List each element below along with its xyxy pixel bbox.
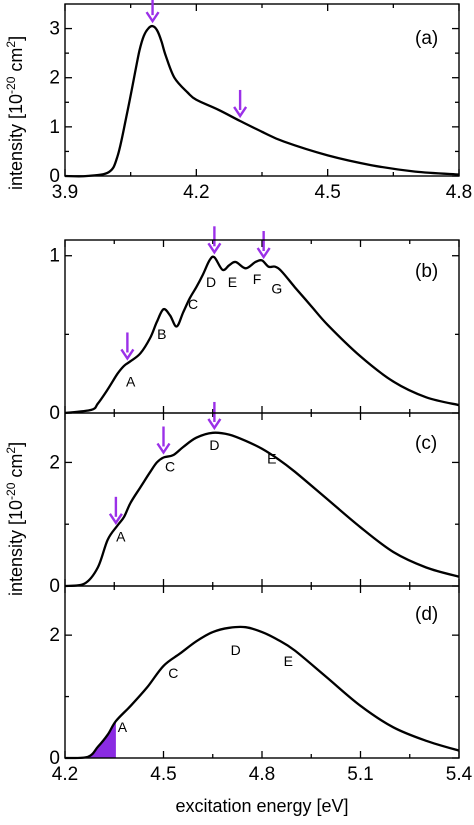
arrow-head	[120, 348, 135, 361]
peak-label-b: D	[206, 274, 216, 290]
peak-label-b: C	[188, 296, 198, 312]
y-axis-title-bottom: intensity [10-20 cm2]	[4, 442, 26, 596]
marks-c: A C D E	[64, 401, 460, 588]
x-tick-label-d: 5.1	[347, 764, 373, 785]
panel-a: 0 1 2 3 3.9 4.2 4.5 4.8 (a)	[49, 0, 472, 203]
arrow-marker-a	[233, 89, 248, 119]
peak-label-b: B	[157, 326, 166, 342]
arrow-head	[145, 11, 160, 24]
arrow-head	[156, 442, 171, 455]
x-tick-label-a: 4.8	[446, 182, 472, 203]
plot-frame-a	[64, 3, 460, 177]
plot-frame-bcd	[64, 239, 460, 759]
shaded-area-d	[65, 721, 116, 758]
marks-a	[64, 0, 460, 178]
peak-label-b: G	[271, 280, 282, 296]
y-tick-label-c: 0	[49, 576, 60, 597]
marks-b: A B CD E FG	[64, 226, 460, 415]
x-tick-label-a: 3.9	[52, 182, 78, 203]
arrow-marker-c	[108, 496, 123, 525]
peak-label-c: D	[209, 437, 219, 453]
arrow-marker-b	[256, 231, 271, 260]
y-axis-title-top: intensity [10-20 cm2]	[4, 36, 26, 190]
peak-label-d: D	[231, 642, 241, 658]
ticks-a: 0 1 2 3 3.9 4.2 4.5 4.8	[49, 4, 472, 203]
y-tick-label-d: 0	[49, 748, 60, 769]
x-tick-label-d: 4.2	[52, 764, 78, 785]
x-tick-label-d: 4.8	[249, 764, 275, 785]
arrow-marker-a	[145, 0, 160, 24]
y-tick-label-a: 1	[49, 117, 60, 138]
spectrum-line-c	[64, 431, 460, 588]
ticks-d: 0 2 4.2 4.5 4.8 5.1 5.4	[49, 586, 473, 785]
spectrum-line-d	[64, 625, 460, 760]
x-axis-title: excitation energy [eV]	[175, 796, 348, 816]
y-tick-label-a: 0	[49, 166, 60, 187]
panel-d: 0 2 4.2 4.5 4.8 5.1 5.4 A C D E (d)	[49, 586, 473, 785]
panel-label-d: (d)	[415, 604, 438, 625]
arrow-marker-b	[207, 226, 222, 255]
y-tick-label-a: 2	[49, 68, 60, 89]
arrow-head	[108, 513, 123, 525]
marks-d: A C D E	[64, 625, 460, 760]
arrow-marker-c	[156, 426, 171, 455]
y-tick-label-b: 0	[49, 403, 60, 424]
spectrum-line-a	[64, 24, 460, 178]
y-tick-label-a: 3	[49, 19, 60, 40]
spectrum-line-b	[64, 255, 460, 415]
arrow-head	[256, 247, 271, 260]
arrow-marker-b	[120, 332, 135, 361]
panel-label-c: (c)	[415, 433, 437, 454]
peak-label-b: E	[228, 274, 237, 290]
ticks-b: 01	[49, 240, 460, 424]
arrow-head	[233, 106, 248, 119]
x-tick-label-a: 4.5	[314, 182, 340, 203]
arrow-head	[207, 242, 222, 255]
peak-label-c: A	[116, 529, 126, 545]
panel-label-a: (a)	[415, 28, 438, 49]
peak-label-d: A	[118, 719, 128, 735]
peak-label-c: E	[267, 451, 276, 467]
y-tick-label-c: 2	[49, 452, 60, 473]
arrow-head	[207, 418, 222, 431]
peak-label-b: A	[126, 373, 136, 389]
peak-label-b: F	[253, 271, 262, 287]
panel-label-b: (b)	[415, 261, 438, 282]
x-tick-label-a: 4.2	[183, 182, 209, 203]
arrow-marker-c	[207, 401, 222, 431]
peak-label-d: C	[168, 665, 178, 681]
x-tick-label-d: 5.4	[446, 764, 473, 785]
peak-label-d: E	[284, 653, 293, 669]
y-tick-label-d: 2	[49, 625, 60, 646]
y-tick-label-b: 1	[49, 246, 60, 267]
x-tick-label-d: 4.5	[150, 764, 176, 785]
ticks-c: 02	[49, 413, 460, 597]
peak-label-c: C	[165, 459, 175, 475]
